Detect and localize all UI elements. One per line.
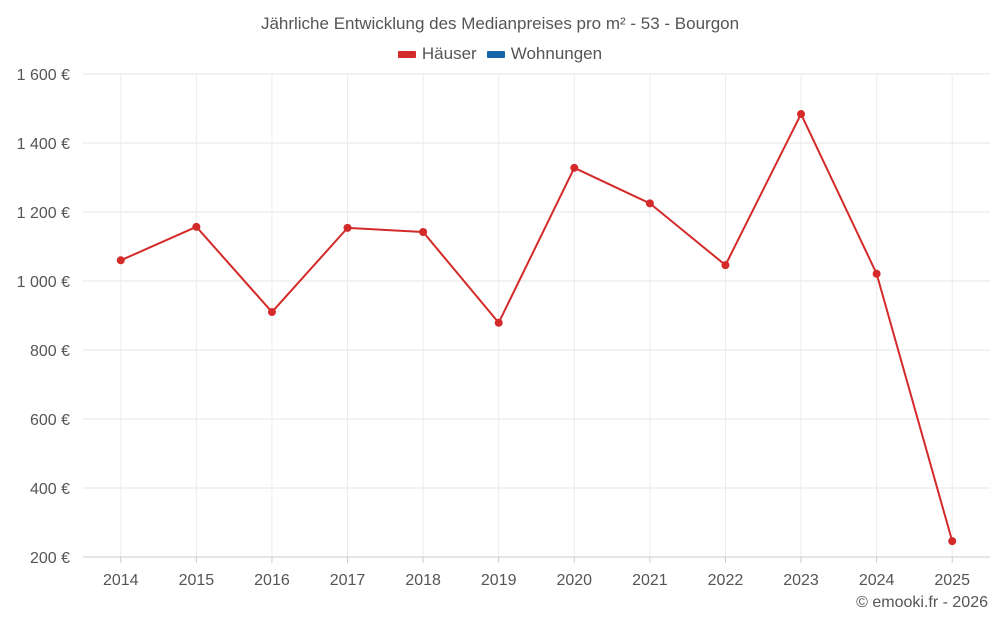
x-tick-label: 2014 xyxy=(103,572,139,589)
data-point-haeuser xyxy=(645,199,654,208)
x-tick-label: 2023 xyxy=(783,572,819,589)
x-tick-label: 2019 xyxy=(481,572,517,589)
x-tick-label: 2025 xyxy=(934,572,970,589)
data-point-haeuser xyxy=(343,223,352,232)
x-tick-label: 2020 xyxy=(556,572,592,589)
data-point-haeuser xyxy=(721,261,730,270)
legend-label-wohnungen: Wohnungen xyxy=(510,44,603,63)
x-tick-label: 2018 xyxy=(405,572,441,589)
y-tick-label: 1 000 € xyxy=(17,274,70,291)
x-tick-label: 2021 xyxy=(632,572,668,589)
data-point-haeuser xyxy=(948,537,957,546)
y-tick-label: 400 € xyxy=(30,481,70,498)
legend-swatch-haeuser xyxy=(397,50,416,58)
data-point-haeuser xyxy=(419,228,428,237)
copyright-credit: © emooki.fr - 2026 xyxy=(856,594,988,611)
y-tick-label: 600 € xyxy=(30,412,70,429)
y-tick-label: 1 200 € xyxy=(17,205,70,222)
x-tick-label: 2015 xyxy=(179,572,215,589)
data-point-haeuser xyxy=(116,256,125,265)
data-point-haeuser xyxy=(872,269,881,278)
x-tick-label: 2016 xyxy=(254,572,290,589)
legend-swatch-wohnungen xyxy=(486,50,505,58)
data-point-haeuser xyxy=(494,318,503,327)
chart-legend: Häuser Wohnungen xyxy=(0,44,1000,64)
y-tick-label: 800 € xyxy=(30,343,70,360)
data-point-haeuser xyxy=(570,163,579,172)
y-tick-label: 200 € xyxy=(30,550,70,567)
data-point-haeuser xyxy=(797,110,806,119)
data-point-haeuser xyxy=(192,222,201,231)
y-tick-label: 1 600 € xyxy=(17,67,70,84)
x-tick-label: 2024 xyxy=(859,572,895,589)
x-tick-label: 2022 xyxy=(708,572,744,589)
legend-label-haeuser: Häuser xyxy=(421,44,477,63)
legend-item-wohnungen[interactable]: Wohnungen xyxy=(486,44,603,64)
y-tick-label: 1 400 € xyxy=(17,136,70,153)
chart-title: Jährliche Entwicklung des Medianpreises … xyxy=(260,14,740,33)
data-point-haeuser xyxy=(267,308,276,317)
legend-item-haeuser[interactable]: Häuser xyxy=(397,44,477,64)
x-tick-label: 2017 xyxy=(330,572,366,589)
series-line-haeuser xyxy=(120,113,954,542)
